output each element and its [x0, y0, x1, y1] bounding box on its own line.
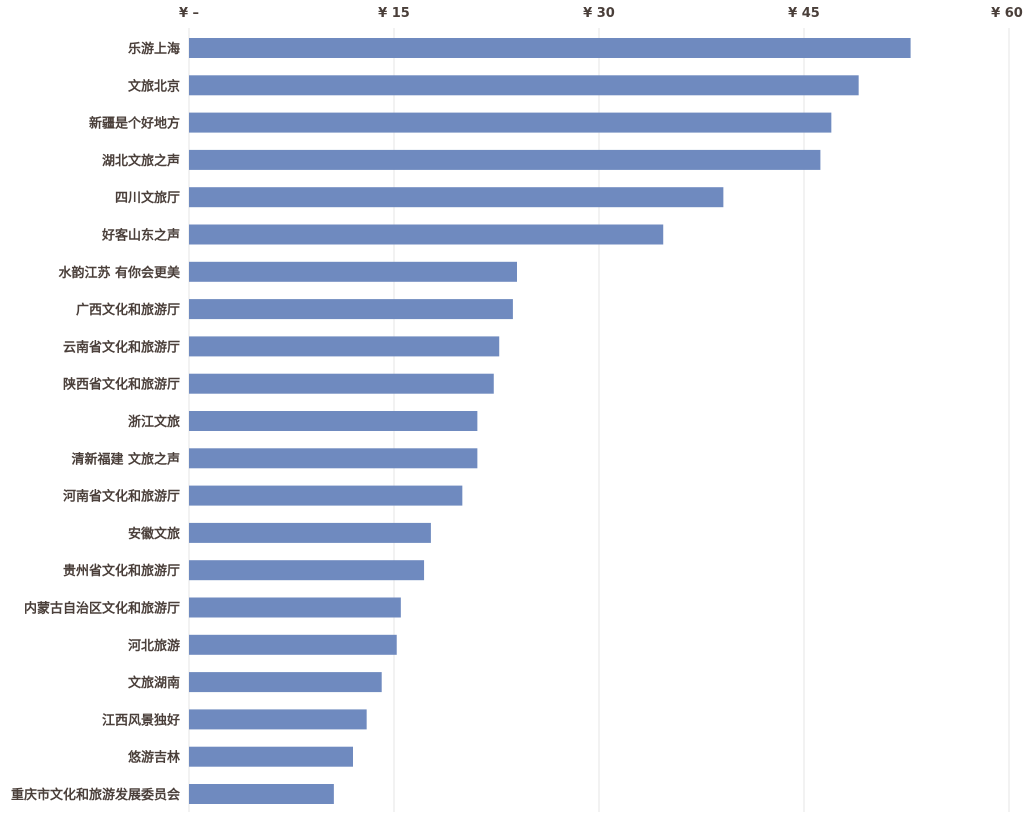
category-label: 浙江文旅: [128, 414, 180, 430]
category-label: 文旅北京: [128, 78, 180, 94]
bar: [189, 38, 911, 58]
bar: [189, 411, 478, 431]
x-tick-label: ¥ 60: [991, 6, 1023, 21]
category-label: 广西文化和旅游厅: [76, 302, 180, 318]
category-label: 乐游上海: [128, 41, 180, 57]
category-label: 新疆是个好地方: [89, 116, 180, 132]
x-tick-label: ¥ 45: [788, 6, 820, 21]
x-tick-label: ¥ 15: [378, 6, 410, 21]
category-label: 河南省文化和旅游厅: [63, 489, 180, 505]
category-label: 湖北文旅之声: [102, 153, 180, 169]
bar: [189, 373, 494, 394]
category-label: 清新福建 文旅之声: [71, 451, 180, 467]
category-label: 贵州省文化和旅游厅: [63, 563, 180, 579]
bar: [189, 261, 517, 282]
bar: [189, 336, 500, 357]
bar: [189, 709, 367, 730]
bar: [189, 672, 382, 693]
bar: [189, 448, 478, 469]
bar: [189, 485, 463, 506]
bar: [189, 75, 859, 96]
bar: [189, 746, 353, 767]
category-label: 悠游吉林: [127, 750, 180, 766]
category-label: 江西风景独好: [102, 712, 180, 728]
category-label: 水韵江苏 有你会更美: [58, 265, 181, 281]
x-tick-label: ¥ –: [179, 6, 199, 21]
category-label: 好客山东之声: [101, 228, 180, 244]
category-label: 内蒙古自治区文化和旅游厅: [24, 601, 180, 617]
category-label: 安徽文旅: [128, 526, 180, 542]
bar: [189, 634, 397, 655]
bar: [189, 112, 832, 133]
category-label: 河北旅游: [128, 638, 180, 654]
x-tick-label: ¥ 30: [583, 6, 615, 21]
category-label: 陕西省文化和旅游厅: [63, 377, 180, 393]
bar: [189, 187, 724, 208]
bar: [189, 299, 513, 320]
category-label: 云南省文化和旅游厅: [63, 339, 180, 355]
bar: [189, 784, 334, 804]
bar: [189, 597, 401, 618]
bars: [189, 38, 911, 804]
category-label: 重庆市文化和旅游发展委员会: [11, 787, 181, 803]
bar: [189, 149, 821, 170]
bar: [189, 560, 425, 581]
category-label: 文旅湖南: [128, 675, 180, 691]
bar: [189, 522, 431, 543]
x-axis-tick-labels: ¥ – ¥ 15 ¥ 30 ¥ 45 ¥ 60: [179, 6, 1023, 21]
bar: [189, 224, 664, 245]
category-label: 四川文旅厅: [115, 190, 180, 206]
